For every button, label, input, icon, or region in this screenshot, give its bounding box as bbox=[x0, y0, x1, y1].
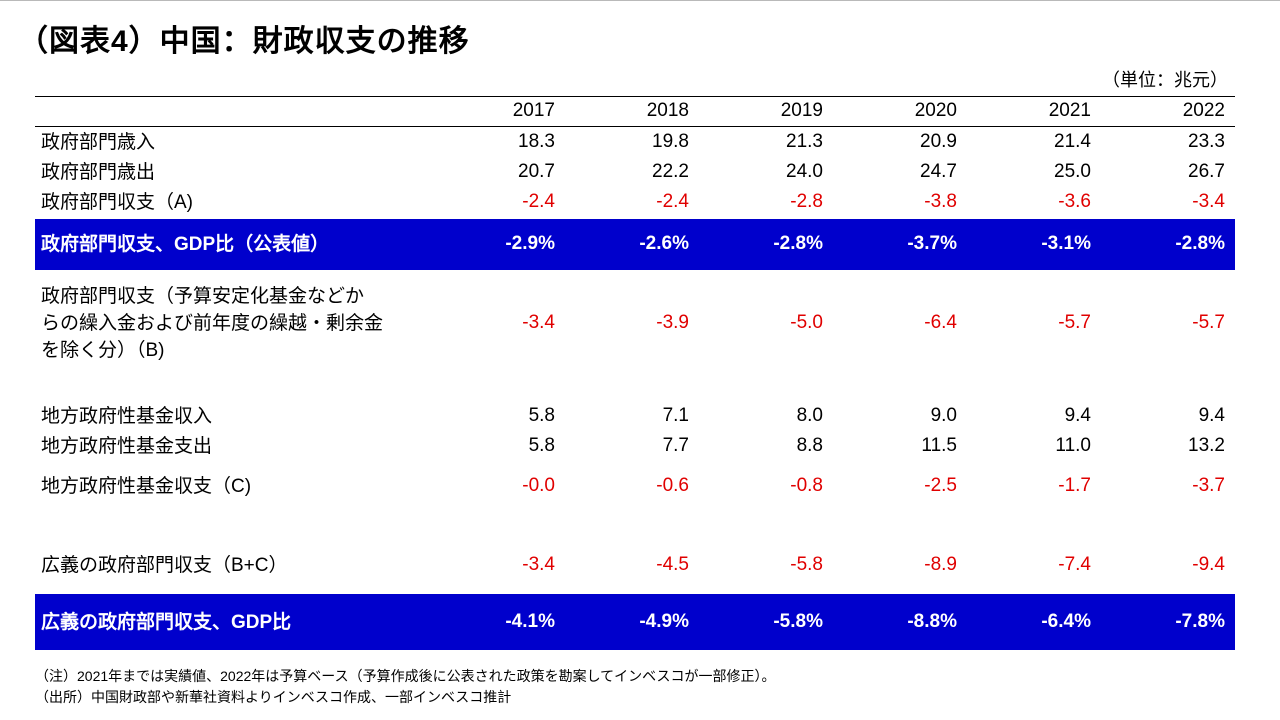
row-label-line: らの繰入金および前年度の繰越・剰余金 bbox=[41, 313, 384, 334]
row-label: 地方政府性基金収支（C) bbox=[41, 476, 252, 497]
cell-value: -0.8 bbox=[790, 475, 823, 496]
cell-value: -4.5 bbox=[656, 554, 689, 575]
cell-value: -2.8% bbox=[773, 233, 823, 254]
row-label: 政府部門収支、GDP比（公表値） bbox=[41, 234, 330, 255]
table-row: 広義の政府部門収支（B+C） -3.4 -4.5 -5.8 -8.9 -7.4 … bbox=[35, 551, 1235, 581]
cell-value: 21.4 bbox=[1054, 131, 1091, 152]
cell-value: -3.4 bbox=[522, 312, 555, 333]
cell-value: 13.2 bbox=[1188, 435, 1225, 456]
cell-value: -5.8 bbox=[790, 554, 823, 575]
cell-value: 5.8 bbox=[528, 405, 555, 426]
cell-value: -3.6 bbox=[1058, 191, 1091, 212]
cell-value: -1.7 bbox=[1058, 475, 1091, 496]
cell-value: 11.5 bbox=[921, 435, 957, 456]
cell-value: 18.3 bbox=[518, 131, 555, 152]
cell-value: 19.8 bbox=[652, 131, 689, 152]
cell-value: -3.4 bbox=[522, 554, 555, 575]
table-row: 政府部門収支（A) -2.4 -2.4 -2.8 -3.8 -3.6 -3.4 bbox=[35, 188, 1235, 218]
cell-value: 24.7 bbox=[920, 161, 957, 182]
cell-value: 9.4 bbox=[1064, 405, 1091, 426]
cell-value: -2.5 bbox=[924, 475, 957, 496]
table-row: 政府部門収支（予算安定化基金などか らの繰入金および前年度の繰越・剰余金 を除く… bbox=[35, 282, 1235, 366]
source-line: （出所）中国財政部や新華社資料よりインベスコ作成、一部インベスコ推計 bbox=[35, 689, 512, 705]
cell-value: -3.1% bbox=[1041, 233, 1091, 254]
row-label: 広義の政府部門収支、GDP比 bbox=[41, 612, 292, 633]
cell-value: -2.6% bbox=[639, 233, 689, 254]
cell-value: -0.0 bbox=[522, 475, 555, 496]
table-row: 政府部門歳入 18.3 19.8 21.3 20.9 21.4 23.3 bbox=[35, 128, 1235, 158]
cell-value: -2.4 bbox=[522, 191, 555, 212]
cell-value: 22.2 bbox=[652, 161, 689, 182]
cell-value: -3.9 bbox=[656, 312, 689, 333]
gdp-ratio-band-row: 政府部門収支、GDP比（公表値） -2.9% -2.6% -2.8% -3.7%… bbox=[35, 219, 1235, 270]
top-border bbox=[0, 0, 1280, 1]
note-line: （注）2021年までは実績値、2022年は予算ベース（予算作成後に公表された政策… bbox=[35, 668, 776, 684]
year-header: 2017 bbox=[512, 100, 555, 121]
cell-value: -5.7 bbox=[1058, 312, 1091, 333]
table-row: 地方政府性基金収入 5.8 7.1 8.0 9.0 9.4 9.4 bbox=[35, 402, 1235, 432]
cell-value: 7.7 bbox=[662, 435, 689, 456]
year-header: 2018 bbox=[646, 100, 689, 121]
row-label: 広義の政府部門収支（B+C） bbox=[41, 555, 288, 576]
cell-value: 9.4 bbox=[1198, 405, 1225, 426]
cell-value: -4.1% bbox=[505, 611, 555, 632]
cell-value: 20.7 bbox=[518, 161, 555, 182]
year-header: 2020 bbox=[914, 100, 957, 121]
cell-value: 25.0 bbox=[1054, 161, 1091, 182]
row-label: 地方政府性基金収入 bbox=[41, 406, 213, 427]
cell-value: -3.7 bbox=[1192, 475, 1225, 496]
row-label-line: を除く分）（B) bbox=[41, 340, 165, 361]
row-label: 地方政府性基金支出 bbox=[41, 436, 213, 457]
cell-value: -2.8 bbox=[790, 191, 823, 212]
cell-value: 9.0 bbox=[930, 405, 957, 426]
cell-value: 7.1 bbox=[662, 405, 689, 426]
cell-value: -8.8% bbox=[907, 611, 957, 632]
cell-value: -6.4 bbox=[924, 312, 957, 333]
header-rule bbox=[35, 126, 1235, 127]
cell-value: 21.3 bbox=[786, 131, 823, 152]
year-header: 2021 bbox=[1048, 100, 1091, 121]
cell-value: -9.4 bbox=[1192, 554, 1225, 575]
cell-value: -6.4% bbox=[1041, 611, 1091, 632]
cell-value: -5.7 bbox=[1192, 312, 1225, 333]
cell-value: -7.8% bbox=[1175, 611, 1225, 632]
cell-value: -2.9% bbox=[505, 233, 555, 254]
cell-value: -0.6 bbox=[656, 475, 689, 496]
page-title: （図表4）中国：財政収支の推移 bbox=[18, 25, 470, 58]
table-row: 政府部門歳出 20.7 22.2 24.0 24.7 25.0 26.7 bbox=[35, 158, 1235, 188]
cell-value: -4.9% bbox=[639, 611, 689, 632]
cell-value: -2.4 bbox=[656, 191, 689, 212]
table-top-rule bbox=[35, 96, 1235, 97]
row-label: 政府部門歳入 bbox=[41, 132, 156, 153]
table-row: 地方政府性基金収支（C) -0.0 -0.6 -0.8 -2.5 -1.7 -3… bbox=[35, 472, 1235, 502]
year-header: 2019 bbox=[780, 100, 823, 121]
cell-value: 5.8 bbox=[528, 435, 555, 456]
cell-value: 20.9 bbox=[920, 131, 957, 152]
cell-value: -3.8 bbox=[924, 191, 957, 212]
cell-value: -8.9 bbox=[924, 554, 957, 575]
table-row: 地方政府性基金支出 5.8 7.7 8.8 11.5 11.0 13.2 bbox=[35, 432, 1235, 462]
cell-value: -3.7% bbox=[907, 233, 957, 254]
broad-gdp-ratio-band-row: 広義の政府部門収支、GDP比 -4.1% -4.9% -5.8% -8.8% -… bbox=[35, 594, 1235, 650]
row-label-line: 政府部門収支（予算安定化基金などか bbox=[41, 286, 365, 307]
cell-value: -7.4 bbox=[1058, 554, 1091, 575]
footnotes: （注）2021年までは実績値、2022年は予算ベース（予算作成後に公表された政策… bbox=[35, 666, 775, 708]
table-header-row: 2017 2018 2019 2020 2021 2022 bbox=[35, 97, 1235, 127]
cell-value: -5.0 bbox=[790, 312, 823, 333]
cell-value: 26.7 bbox=[1188, 161, 1225, 182]
cell-value: 23.3 bbox=[1188, 131, 1225, 152]
row-label: 政府部門歳出 bbox=[41, 162, 156, 183]
year-header: 2022 bbox=[1182, 100, 1225, 121]
cell-value: 11.0 bbox=[1055, 435, 1091, 456]
cell-value: -3.4 bbox=[1192, 191, 1225, 212]
cell-value: 24.0 bbox=[786, 161, 823, 182]
unit-label: （単位：兆元） bbox=[1102, 70, 1228, 90]
row-label: 政府部門収支（A) bbox=[41, 192, 194, 213]
cell-value: 8.8 bbox=[796, 435, 823, 456]
cell-value: -2.8% bbox=[1175, 233, 1225, 254]
cell-value: 8.0 bbox=[796, 405, 823, 426]
cell-value: -5.8% bbox=[773, 611, 823, 632]
